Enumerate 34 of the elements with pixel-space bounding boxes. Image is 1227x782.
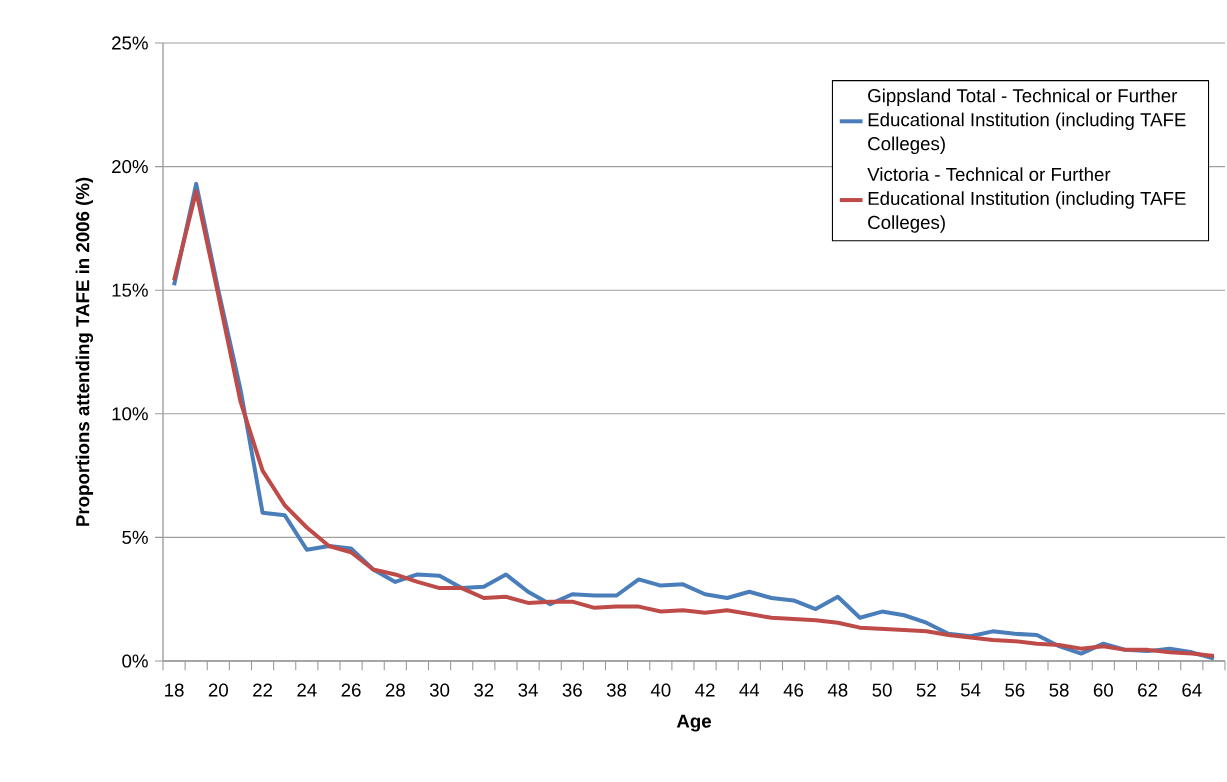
y-tick-label: 10% (112, 407, 148, 421)
x-tick-label: 54 (960, 683, 981, 697)
x-tick-label: 42 (695, 683, 715, 697)
y-tick-label: 25% (112, 36, 148, 50)
x-tick-label: 24 (297, 683, 317, 697)
x-tick-label: 20 (208, 683, 228, 697)
legend-label: Gippsland Total - Technical or Further Educational Institution (including TAFE Colleges) (868, 88, 1186, 155)
x-tick-label: 62 (1138, 683, 1158, 697)
legend-label: Victoria - Technical or Further Educational Institution (including TAFE Colleges) (867, 167, 1186, 233)
x-tick-label: 44 (739, 683, 760, 697)
x-tick-label: 28 (385, 683, 405, 697)
x-tick-label: 32 (474, 683, 494, 697)
x-tick-label: 56 (1005, 683, 1025, 697)
y-axis-title: Proportions attending TAFE in 2006 (%) (75, 177, 94, 526)
x-tick-label: 30 (429, 683, 450, 697)
x-tick-label: 50 (872, 683, 892, 697)
y-tick-label: 5% (122, 530, 148, 544)
x-tick-label: 52 (916, 683, 936, 697)
x-tick-label: 22 (253, 683, 273, 697)
x-tick-label: 58 (1049, 683, 1069, 697)
x-tick-label: 18 (165, 683, 184, 697)
y-tick-label: 0% (122, 654, 148, 668)
x-tick-label: 60 (1093, 683, 1113, 697)
x-tick-label: 38 (606, 683, 627, 697)
x-tick-label: 46 (783, 683, 804, 697)
x-tick-label: 34 (518, 683, 538, 697)
y-tick-label: 15% (112, 283, 148, 297)
x-tick-label: 64 (1182, 683, 1202, 697)
x-tick-label: 26 (341, 683, 361, 697)
x-tick-label: 40 (650, 683, 671, 697)
y-tick-label: 20% (112, 159, 148, 174)
x-tick-label: 48 (827, 683, 848, 697)
x-axis-title: Age (676, 714, 711, 732)
x-tick-label: 36 (562, 683, 582, 697)
